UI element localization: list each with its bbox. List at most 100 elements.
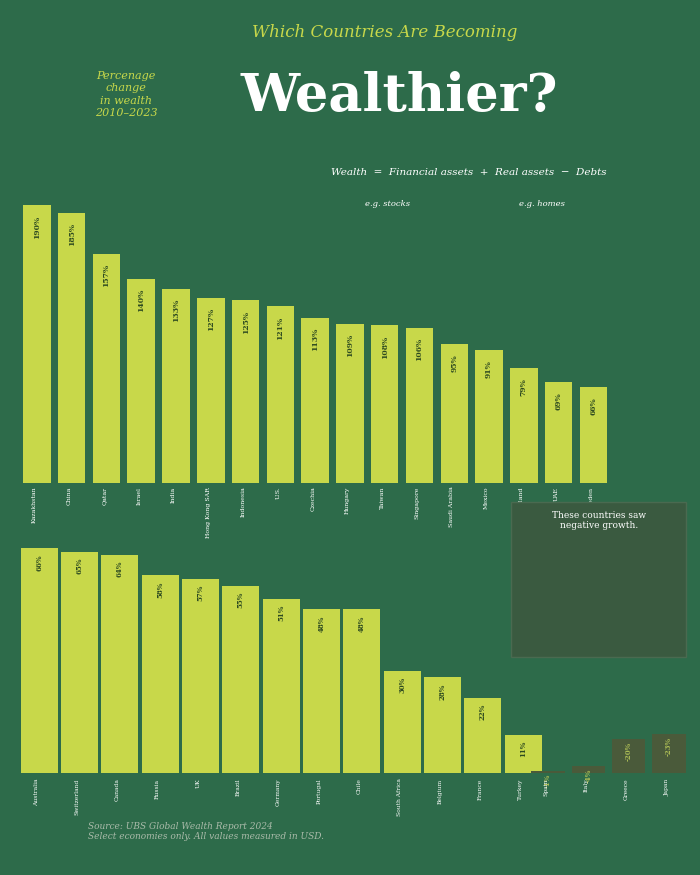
Text: 79%: 79% — [520, 378, 528, 396]
FancyBboxPatch shape — [424, 677, 461, 773]
FancyBboxPatch shape — [406, 328, 433, 483]
FancyBboxPatch shape — [61, 551, 98, 773]
FancyBboxPatch shape — [475, 350, 503, 483]
FancyBboxPatch shape — [141, 576, 178, 773]
Text: Kazakhstan: Kazakhstan — [32, 487, 37, 523]
FancyBboxPatch shape — [127, 278, 155, 483]
Text: Sweden: Sweden — [589, 487, 594, 512]
Text: 109%: 109% — [346, 334, 354, 357]
Text: Portugal: Portugal — [316, 779, 321, 804]
FancyBboxPatch shape — [232, 300, 259, 483]
Text: Russia: Russia — [155, 779, 160, 799]
Text: 65%: 65% — [76, 557, 83, 574]
Text: Switzerland: Switzerland — [74, 779, 80, 815]
Text: 28%: 28% — [438, 683, 447, 700]
Text: 69%: 69% — [554, 392, 563, 410]
FancyBboxPatch shape — [92, 254, 120, 483]
Text: Singapore: Singapore — [414, 487, 419, 519]
FancyBboxPatch shape — [505, 735, 542, 773]
FancyBboxPatch shape — [511, 502, 686, 656]
Text: 11%: 11% — [519, 741, 527, 758]
Text: China: China — [66, 487, 71, 505]
Text: France: France — [477, 779, 483, 800]
Text: Canada: Canada — [115, 779, 120, 802]
FancyBboxPatch shape — [182, 579, 219, 773]
FancyBboxPatch shape — [384, 670, 421, 773]
FancyBboxPatch shape — [23, 206, 50, 483]
Text: 127%: 127% — [206, 307, 215, 331]
Text: 22%: 22% — [479, 704, 486, 720]
FancyBboxPatch shape — [545, 382, 573, 483]
Text: Israel: Israel — [136, 487, 141, 505]
FancyBboxPatch shape — [464, 698, 501, 773]
FancyBboxPatch shape — [162, 289, 190, 483]
Text: Taiwan: Taiwan — [379, 487, 385, 509]
Text: UK: UK — [195, 779, 200, 788]
Text: Wealthier?: Wealthier? — [240, 71, 558, 122]
Text: 121%: 121% — [276, 316, 284, 340]
Text: 48%: 48% — [358, 615, 366, 632]
Text: Belgium: Belgium — [438, 779, 442, 804]
Text: Indonesia: Indonesia — [241, 487, 246, 517]
FancyBboxPatch shape — [102, 555, 139, 773]
Text: 57%: 57% — [197, 584, 204, 601]
Text: 55%: 55% — [237, 592, 245, 608]
Text: 66%: 66% — [35, 554, 43, 570]
Text: 133%: 133% — [172, 298, 180, 322]
Text: Qatar: Qatar — [102, 487, 106, 505]
Text: Germany: Germany — [276, 779, 281, 806]
Text: 66%: 66% — [589, 396, 597, 415]
Text: These countries saw
negative growth.: These countries saw negative growth. — [552, 511, 645, 530]
FancyBboxPatch shape — [531, 771, 565, 773]
Text: Source: UBS Global Wealth Report 2024
Select economies only. All values measured: Source: UBS Global Wealth Report 2024 Se… — [88, 822, 323, 841]
FancyBboxPatch shape — [343, 609, 380, 773]
Text: U.S.: U.S. — [275, 487, 280, 500]
Text: e.g. homes: e.g. homes — [519, 200, 565, 208]
Text: Saudi Arabia: Saudi Arabia — [449, 487, 454, 528]
Text: -1%: -1% — [544, 774, 552, 788]
Text: South Africa: South Africa — [397, 779, 402, 816]
FancyBboxPatch shape — [303, 609, 340, 773]
Text: UAE: UAE — [554, 487, 559, 500]
FancyBboxPatch shape — [510, 368, 538, 483]
Text: e.g. stocks: e.g. stocks — [365, 200, 410, 208]
Text: 190%: 190% — [33, 215, 41, 239]
Text: Hong Kong SAR: Hong Kong SAR — [206, 487, 211, 537]
FancyBboxPatch shape — [21, 549, 57, 773]
Text: Chile: Chile — [357, 779, 362, 794]
FancyBboxPatch shape — [440, 345, 468, 483]
Text: Spain: Spain — [543, 779, 548, 796]
Text: Percenage
change
in wealth
2010–2023: Percenage change in wealth 2010–2023 — [94, 71, 158, 118]
Text: Italy: Italy — [583, 779, 589, 792]
Text: Thailand: Thailand — [519, 487, 524, 514]
FancyBboxPatch shape — [267, 306, 294, 483]
Text: 113%: 113% — [311, 328, 319, 352]
Text: 140%: 140% — [137, 289, 145, 312]
Text: 51%: 51% — [277, 606, 285, 621]
FancyBboxPatch shape — [58, 213, 85, 483]
Text: 125%: 125% — [241, 311, 250, 333]
FancyBboxPatch shape — [371, 326, 398, 483]
FancyBboxPatch shape — [223, 585, 259, 773]
FancyBboxPatch shape — [612, 738, 645, 773]
FancyBboxPatch shape — [580, 387, 607, 483]
Text: Wealth  =  Financial assets  +  Real assets  −  Debts: Wealth = Financial assets + Real assets … — [331, 168, 607, 178]
Text: 108%: 108% — [381, 335, 388, 359]
FancyBboxPatch shape — [572, 766, 605, 773]
Text: Czechia: Czechia — [310, 487, 315, 511]
Text: Greece: Greece — [624, 779, 629, 801]
Text: 185%: 185% — [68, 222, 76, 246]
Text: 58%: 58% — [156, 581, 164, 598]
FancyBboxPatch shape — [336, 324, 364, 483]
Text: 91%: 91% — [485, 360, 493, 378]
Text: 30%: 30% — [398, 676, 406, 693]
Text: Australia: Australia — [34, 779, 39, 806]
Text: Turkey: Turkey — [518, 779, 523, 800]
Text: 64%: 64% — [116, 561, 124, 578]
Text: 106%: 106% — [416, 339, 423, 361]
Text: Hungary: Hungary — [345, 487, 350, 514]
Text: -23%: -23% — [665, 737, 673, 755]
Text: Mexico: Mexico — [484, 487, 489, 509]
Text: -20%: -20% — [624, 742, 633, 760]
Text: 157%: 157% — [102, 263, 111, 287]
